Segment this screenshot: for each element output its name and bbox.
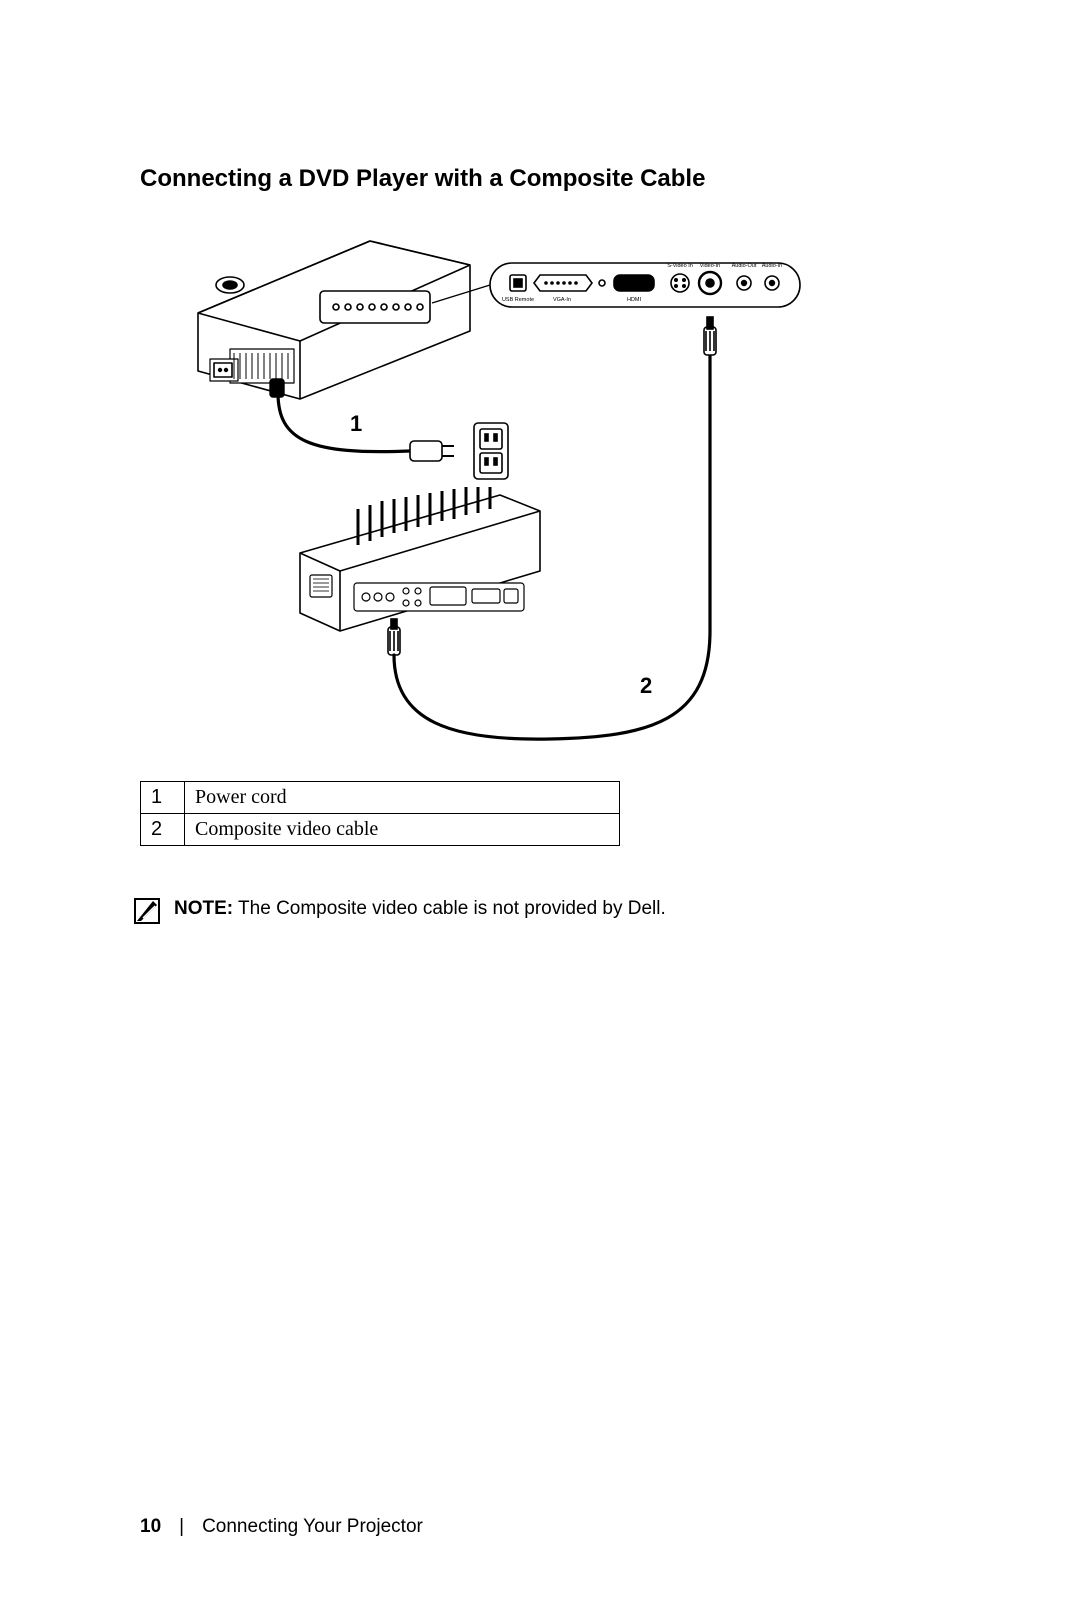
note-text: NOTE: The Composite video cable is not p… bbox=[174, 896, 666, 923]
legend-desc-2: Composite video cable bbox=[185, 814, 620, 846]
note-body: The Composite video cable is not provide… bbox=[233, 898, 666, 919]
note-label: NOTE: bbox=[174, 898, 233, 919]
port-label-audio-in: Audio-In bbox=[762, 263, 783, 269]
diagram-callout-2: 2 bbox=[640, 673, 652, 698]
page-number: 10 bbox=[140, 1516, 161, 1538]
legend-desc-1: Power cord bbox=[185, 782, 620, 814]
legend-table: 1 Power cord 2 Composite video cable bbox=[140, 781, 620, 846]
legend-num-2: 2 bbox=[141, 814, 185, 846]
footer-separator: | bbox=[179, 1516, 184, 1538]
note-icon bbox=[134, 898, 160, 924]
diagram-callout-1: 1 bbox=[350, 411, 362, 436]
port-label-usb: USB Remote bbox=[502, 297, 534, 303]
table-row: 2 Composite video cable bbox=[141, 814, 620, 846]
legend-num-1: 1 bbox=[141, 782, 185, 814]
note-block: NOTE: The Composite video cable is not p… bbox=[134, 896, 940, 924]
port-label-svideo: S-Video In bbox=[667, 263, 693, 269]
port-label-hdmi: HDMI bbox=[627, 297, 642, 303]
port-label-video: Video-In bbox=[700, 263, 720, 269]
table-row: 1 Power cord bbox=[141, 782, 620, 814]
port-label-vga: VGA-In bbox=[553, 297, 571, 303]
section-heading: Connecting a DVD Player with a Composite… bbox=[140, 165, 940, 193]
page-footer: 10 | Connecting Your Projector bbox=[140, 1516, 423, 1538]
footer-section-title: Connecting Your Projector bbox=[202, 1516, 423, 1538]
port-label-audio-out: Audio-Out bbox=[732, 263, 757, 269]
connection-diagram: USB Remote VGA-In HDMI S-Video In Video-… bbox=[170, 231, 810, 761]
